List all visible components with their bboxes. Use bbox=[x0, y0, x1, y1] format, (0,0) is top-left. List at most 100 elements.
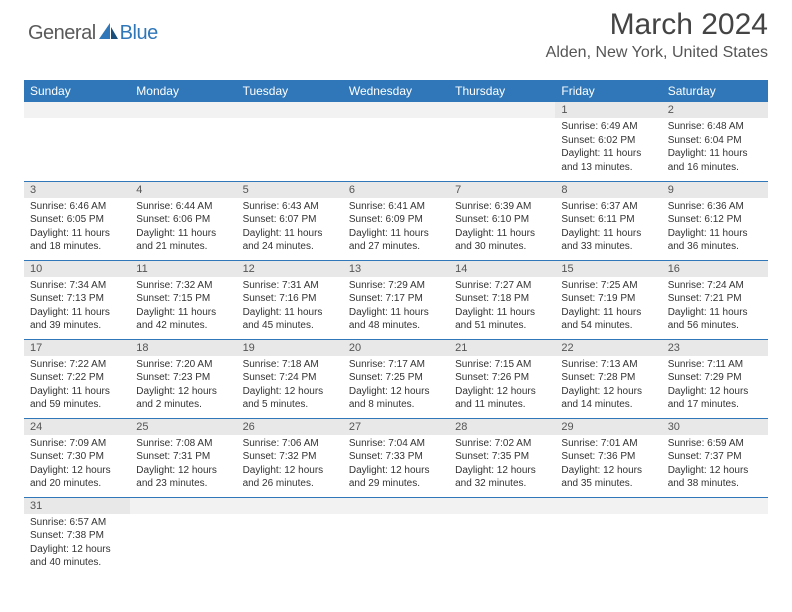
sunset-text: Sunset: 6:06 PM bbox=[136, 213, 230, 227]
day2-text: and 35 minutes. bbox=[561, 477, 655, 491]
day-number: 1 bbox=[555, 102, 661, 118]
sunrise-text: Sunrise: 7:34 AM bbox=[30, 279, 124, 293]
calendar-cell: 24Sunrise: 7:09 AMSunset: 7:30 PMDayligh… bbox=[24, 418, 130, 497]
day1-text: Daylight: 12 hours bbox=[561, 385, 655, 399]
sunrise-text: Sunrise: 7:06 AM bbox=[243, 437, 337, 451]
sunset-text: Sunset: 7:23 PM bbox=[136, 371, 230, 385]
sunset-text: Sunset: 7:35 PM bbox=[455, 450, 549, 464]
sunrise-text: Sunrise: 7:13 AM bbox=[561, 358, 655, 372]
day2-text: and 38 minutes. bbox=[668, 477, 762, 491]
cell-body: Sunrise: 7:31 AMSunset: 7:16 PMDaylight:… bbox=[237, 277, 343, 335]
logo-sail-icon bbox=[98, 22, 120, 45]
sunset-text: Sunset: 7:21 PM bbox=[668, 292, 762, 306]
day2-text: and 14 minutes. bbox=[561, 398, 655, 412]
calendar-week-row: 17Sunrise: 7:22 AMSunset: 7:22 PMDayligh… bbox=[24, 339, 768, 418]
calendar-cell: 31Sunrise: 6:57 AMSunset: 7:38 PMDayligh… bbox=[24, 497, 130, 576]
day-number bbox=[130, 498, 236, 514]
calendar-week-row: 1Sunrise: 6:49 AMSunset: 6:02 PMDaylight… bbox=[24, 102, 768, 181]
calendar-cell bbox=[343, 102, 449, 181]
cell-body: Sunrise: 6:48 AMSunset: 6:04 PMDaylight:… bbox=[662, 118, 768, 176]
day1-text: Daylight: 12 hours bbox=[668, 385, 762, 399]
day-number: 23 bbox=[662, 340, 768, 356]
day1-text: Daylight: 12 hours bbox=[243, 385, 337, 399]
calendar-cell: 27Sunrise: 7:04 AMSunset: 7:33 PMDayligh… bbox=[343, 418, 449, 497]
day-number: 2 bbox=[662, 102, 768, 118]
day2-text: and 29 minutes. bbox=[349, 477, 443, 491]
sunset-text: Sunset: 7:25 PM bbox=[349, 371, 443, 385]
day-number: 16 bbox=[662, 261, 768, 277]
cell-body: Sunrise: 7:06 AMSunset: 7:32 PMDaylight:… bbox=[237, 435, 343, 493]
calendar-cell: 28Sunrise: 7:02 AMSunset: 7:35 PMDayligh… bbox=[449, 418, 555, 497]
day-number: 22 bbox=[555, 340, 661, 356]
day-number: 4 bbox=[130, 182, 236, 198]
cell-body: Sunrise: 6:36 AMSunset: 6:12 PMDaylight:… bbox=[662, 198, 768, 256]
day1-text: Daylight: 11 hours bbox=[136, 306, 230, 320]
cell-body: Sunrise: 7:13 AMSunset: 7:28 PMDaylight:… bbox=[555, 356, 661, 414]
day2-text: and 11 minutes. bbox=[455, 398, 549, 412]
header: General Blue March 2024 Alden, New York,… bbox=[0, 0, 792, 72]
day-number bbox=[343, 498, 449, 514]
sunset-text: Sunset: 6:07 PM bbox=[243, 213, 337, 227]
sunrise-text: Sunrise: 7:11 AM bbox=[668, 358, 762, 372]
day2-text: and 20 minutes. bbox=[30, 477, 124, 491]
day1-text: Daylight: 12 hours bbox=[349, 385, 443, 399]
title-block: March 2024 Alden, New York, United State… bbox=[546, 8, 768, 62]
sunset-text: Sunset: 6:05 PM bbox=[30, 213, 124, 227]
day2-text: and 48 minutes. bbox=[349, 319, 443, 333]
cell-body: Sunrise: 7:15 AMSunset: 7:26 PMDaylight:… bbox=[449, 356, 555, 414]
day2-text: and 59 minutes. bbox=[30, 398, 124, 412]
day-number: 20 bbox=[343, 340, 449, 356]
logo-text-blue: Blue bbox=[120, 22, 158, 45]
sunset-text: Sunset: 7:31 PM bbox=[136, 450, 230, 464]
calendar-cell bbox=[24, 102, 130, 181]
calendar-cell: 21Sunrise: 7:15 AMSunset: 7:26 PMDayligh… bbox=[449, 339, 555, 418]
day-number: 8 bbox=[555, 182, 661, 198]
day2-text: and 45 minutes. bbox=[243, 319, 337, 333]
sunset-text: Sunset: 7:24 PM bbox=[243, 371, 337, 385]
cell-body: Sunrise: 6:57 AMSunset: 7:38 PMDaylight:… bbox=[24, 514, 130, 572]
cell-body: Sunrise: 7:34 AMSunset: 7:13 PMDaylight:… bbox=[24, 277, 130, 335]
calendar-cell: 5Sunrise: 6:43 AMSunset: 6:07 PMDaylight… bbox=[237, 181, 343, 260]
sunset-text: Sunset: 6:09 PM bbox=[349, 213, 443, 227]
day1-text: Daylight: 12 hours bbox=[668, 464, 762, 478]
calendar-cell: 7Sunrise: 6:39 AMSunset: 6:10 PMDaylight… bbox=[449, 181, 555, 260]
cell-body: Sunrise: 6:41 AMSunset: 6:09 PMDaylight:… bbox=[343, 198, 449, 256]
calendar-cell: 11Sunrise: 7:32 AMSunset: 7:15 PMDayligh… bbox=[130, 260, 236, 339]
calendar-cell: 26Sunrise: 7:06 AMSunset: 7:32 PMDayligh… bbox=[237, 418, 343, 497]
sunset-text: Sunset: 6:10 PM bbox=[455, 213, 549, 227]
cell-body: Sunrise: 6:37 AMSunset: 6:11 PMDaylight:… bbox=[555, 198, 661, 256]
sunset-text: Sunset: 7:30 PM bbox=[30, 450, 124, 464]
day-number: 3 bbox=[24, 182, 130, 198]
sunset-text: Sunset: 7:19 PM bbox=[561, 292, 655, 306]
day1-text: Daylight: 12 hours bbox=[30, 543, 124, 557]
day1-text: Daylight: 11 hours bbox=[668, 227, 762, 241]
weekday-header: Wednesday bbox=[343, 80, 449, 102]
sunrise-text: Sunrise: 6:39 AM bbox=[455, 200, 549, 214]
sunrise-text: Sunrise: 7:18 AM bbox=[243, 358, 337, 372]
calendar-cell: 29Sunrise: 7:01 AMSunset: 7:36 PMDayligh… bbox=[555, 418, 661, 497]
sunrise-text: Sunrise: 6:37 AM bbox=[561, 200, 655, 214]
day2-text: and 24 minutes. bbox=[243, 240, 337, 254]
day-number: 29 bbox=[555, 419, 661, 435]
sunset-text: Sunset: 6:11 PM bbox=[561, 213, 655, 227]
cell-body: Sunrise: 7:17 AMSunset: 7:25 PMDaylight:… bbox=[343, 356, 449, 414]
day1-text: Daylight: 11 hours bbox=[349, 227, 443, 241]
calendar-header-row: SundayMondayTuesdayWednesdayThursdayFrid… bbox=[24, 80, 768, 102]
day-number: 28 bbox=[449, 419, 555, 435]
day2-text: and 8 minutes. bbox=[349, 398, 443, 412]
day-number: 24 bbox=[24, 419, 130, 435]
calendar-cell bbox=[237, 102, 343, 181]
calendar-cell bbox=[343, 497, 449, 576]
sunset-text: Sunset: 7:15 PM bbox=[136, 292, 230, 306]
cell-body: Sunrise: 7:11 AMSunset: 7:29 PMDaylight:… bbox=[662, 356, 768, 414]
sunrise-text: Sunrise: 6:44 AM bbox=[136, 200, 230, 214]
day1-text: Daylight: 12 hours bbox=[136, 385, 230, 399]
day-number: 30 bbox=[662, 419, 768, 435]
cell-body: Sunrise: 6:43 AMSunset: 6:07 PMDaylight:… bbox=[237, 198, 343, 256]
day1-text: Daylight: 11 hours bbox=[30, 306, 124, 320]
cell-body: Sunrise: 6:39 AMSunset: 6:10 PMDaylight:… bbox=[449, 198, 555, 256]
sunrise-text: Sunrise: 6:57 AM bbox=[30, 516, 124, 530]
day-number: 10 bbox=[24, 261, 130, 277]
cell-body: Sunrise: 7:04 AMSunset: 7:33 PMDaylight:… bbox=[343, 435, 449, 493]
day-number bbox=[449, 102, 555, 118]
